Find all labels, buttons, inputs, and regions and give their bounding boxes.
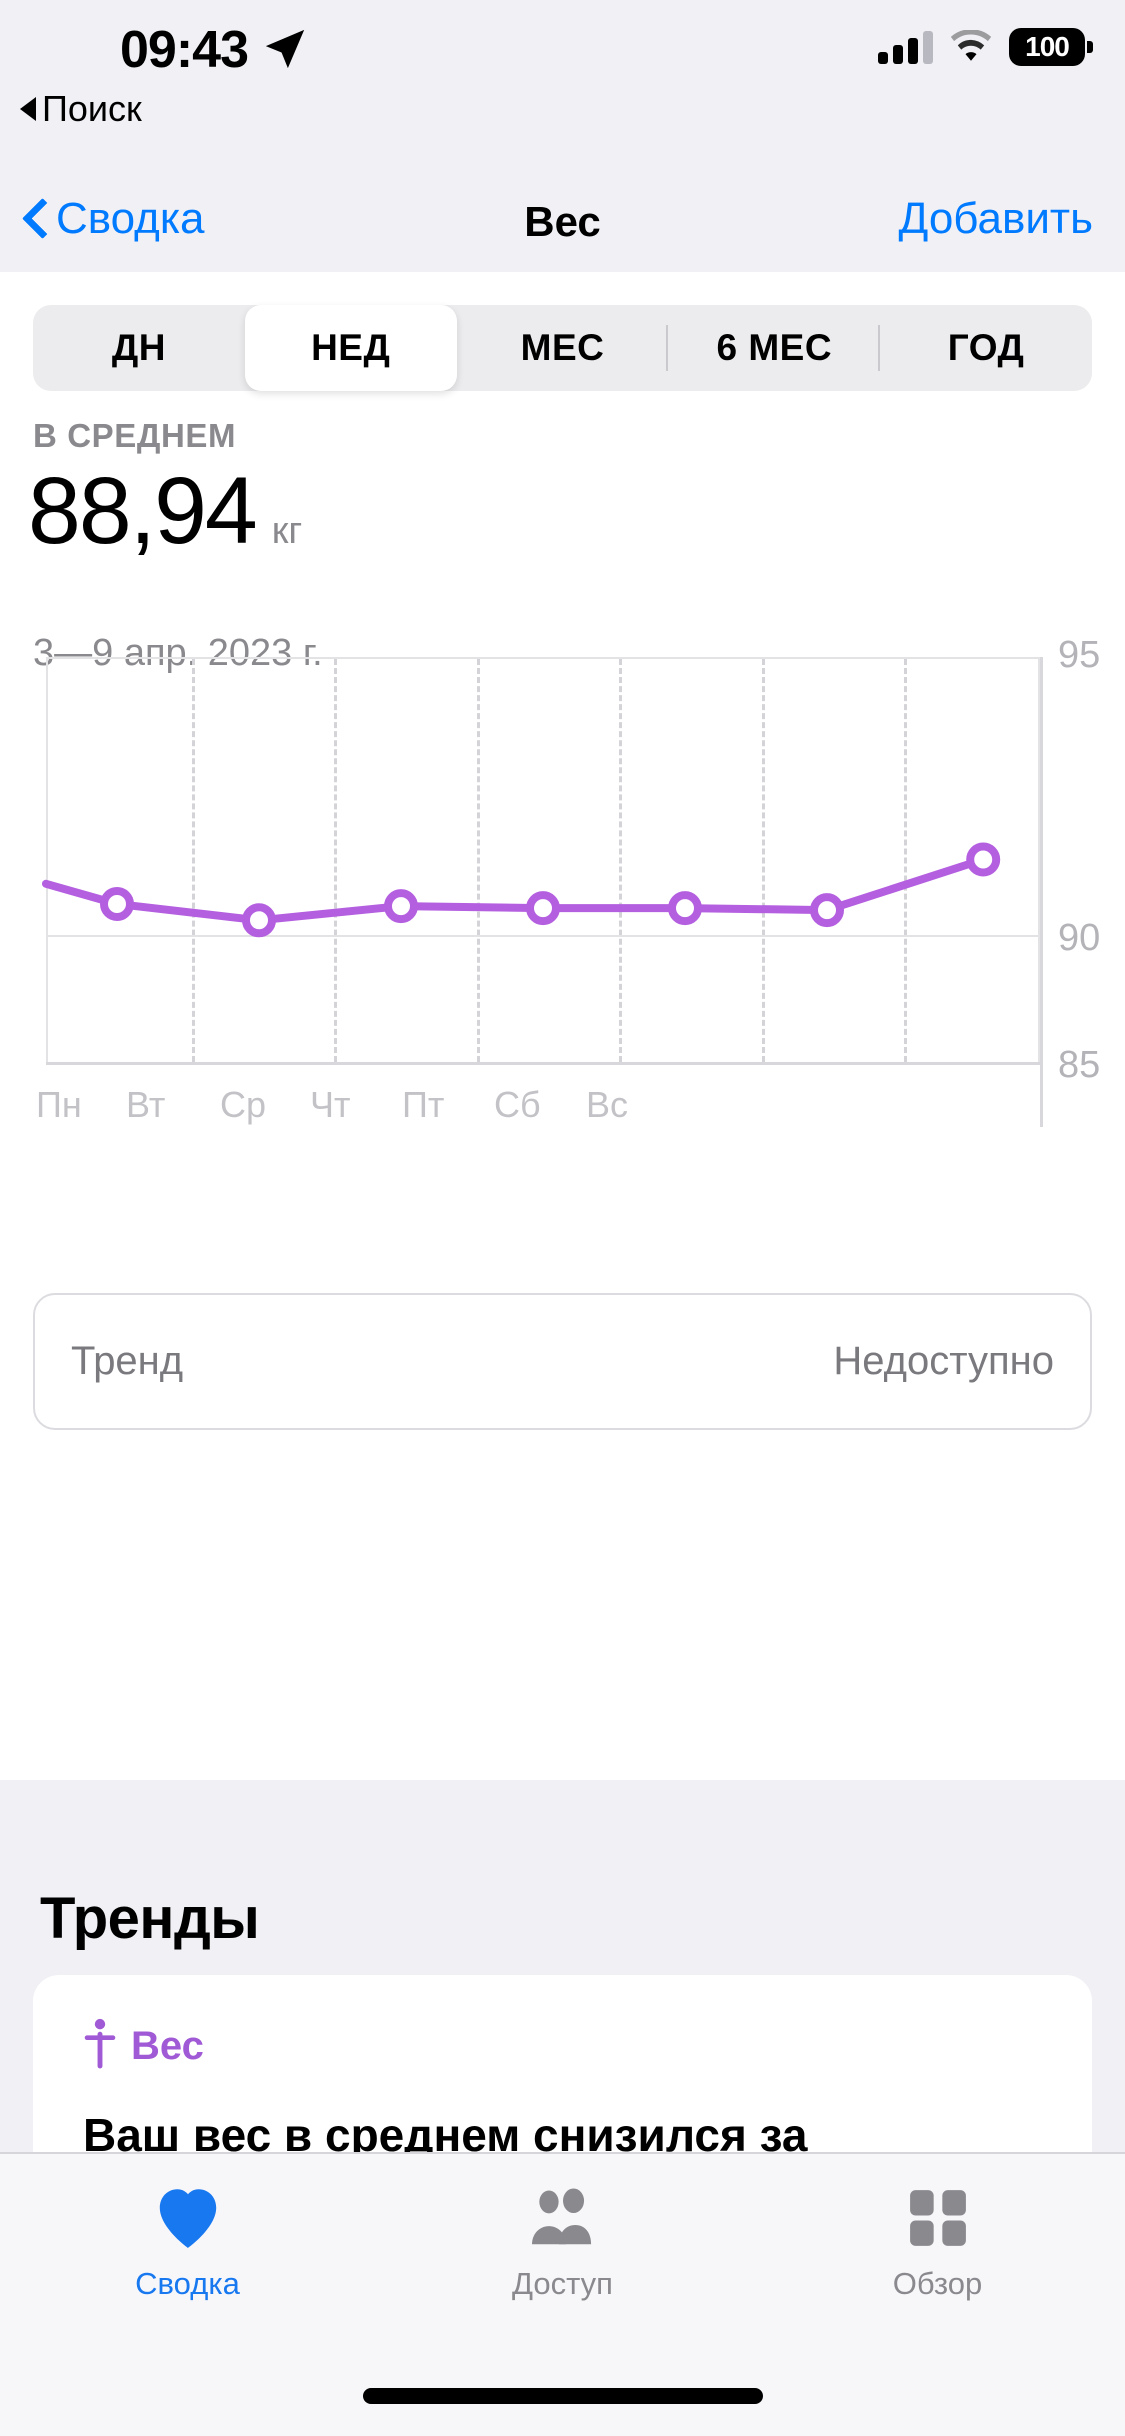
wifi-icon (949, 29, 993, 64)
navigation-bar: Сводка Вес Добавить (0, 180, 1125, 272)
tab-summary[interactable]: Сводка (0, 2154, 375, 2302)
status-bar: 09:43 Поиск 100 (0, 0, 1125, 180)
segment-divider (666, 325, 669, 371)
trend-row-card[interactable]: Тренд Недоступно (33, 1293, 1092, 1430)
average-value: 88,94 (28, 458, 258, 564)
chart-plot-area (46, 657, 1040, 1062)
ytick-90: 90 (1058, 917, 1101, 959)
date-range: 3—9 апр. 2023 г. (33, 632, 323, 674)
xtick-fri: Пт (402, 1084, 445, 1125)
xtick-sat: Сб (494, 1084, 541, 1125)
xtick-thu: Чт (310, 1084, 351, 1125)
xtick-sun: Вс (586, 1084, 629, 1125)
segment-month[interactable]: МЕС (457, 305, 669, 391)
status-time: 09:43 (120, 21, 249, 79)
battery-percent: 100 (1025, 31, 1070, 62)
segment-day[interactable]: ДН (33, 305, 245, 391)
trend-row-value: Недоступно (833, 1339, 1054, 1383)
chart-series (42, 842, 1001, 938)
segment-week-label: НЕД (311, 327, 391, 368)
status-back-to-app[interactable]: Поиск (20, 88, 142, 130)
xtick-mon: Пн (36, 1084, 82, 1125)
tab-sharing-label: Доступ (512, 2266, 613, 2301)
battery-indicator: 100 (1009, 28, 1093, 66)
trends-section: Тренды Вес Ваш вес в среднем снизился за… (0, 1780, 1125, 2235)
segment-6month[interactable]: 6 МЕС (668, 305, 881, 391)
tab-summary-label: Сводка (135, 2266, 240, 2301)
tab-browse[interactable]: Обзор (750, 2154, 1125, 2302)
axis-baseline (46, 1062, 1040, 1065)
gridline-h-90 (46, 935, 1040, 937)
grid-icon (907, 2184, 969, 2252)
body-figure-icon (83, 2018, 117, 2075)
average-label: В СРЕДНЕМ (33, 417, 237, 454)
status-back-label: Поиск (42, 88, 142, 129)
home-indicator (362, 2388, 763, 2404)
status-indicators: 100 (878, 28, 1093, 66)
segment-year[interactable]: ГОД (880, 305, 1092, 391)
people-icon (525, 2184, 601, 2252)
heart-icon (152, 2184, 224, 2252)
segment-month-label: МЕС (520, 327, 605, 368)
gridline-v (762, 659, 765, 1062)
trend-card-metric: Вес (131, 2024, 204, 2068)
tab-browse-label: Обзор (892, 2266, 983, 2301)
gridline-v (904, 659, 907, 1062)
cellular-signal-icon (878, 30, 933, 64)
average-value-row: 88,94 кг (28, 457, 302, 566)
weight-line-chart[interactable]: 95 90 85 Пн Вт Ср Чт Пт Сб Вс (0, 634, 1125, 1272)
trend-card-header: Вес (83, 2018, 204, 2075)
gridline-v (334, 659, 337, 1062)
add-button[interactable]: Добавить (898, 194, 1093, 243)
back-button-label: Сводка (56, 194, 205, 243)
axis-right (1040, 657, 1043, 1127)
section-title: Тренды (40, 1886, 260, 1951)
segment-6month-label: 6 МЕС (716, 327, 833, 368)
tab-sharing[interactable]: Доступ (375, 2154, 750, 2302)
ytick-95: 95 (1058, 634, 1101, 676)
xtick-tue: Вт (126, 1084, 166, 1125)
gridline-v (477, 659, 480, 1062)
range-segmented-control[interactable]: ДН НЕД МЕС 6 МЕС ГОД (33, 305, 1092, 391)
back-button[interactable]: Сводка (24, 194, 205, 244)
page-title: Вес (524, 198, 601, 245)
average-unit: кг (271, 510, 303, 552)
tab-bar: Сводка Доступ (0, 2152, 1125, 2436)
xtick-wed: Ср (220, 1084, 267, 1125)
segment-week[interactable]: НЕД (244, 305, 457, 391)
segment-day-label: ДН (111, 327, 166, 368)
trend-row-key: Тренд (71, 1339, 184, 1383)
segment-divider (878, 325, 881, 371)
back-triangle-icon (20, 97, 36, 121)
segment-year-label: ГОД (947, 327, 1025, 368)
ytick-85: 85 (1058, 1044, 1101, 1086)
gridline-v (619, 659, 622, 1062)
main-content: ДН НЕД МЕС 6 МЕС ГОД В СРЕДНЕМ 88,94 кг … (0, 272, 1125, 1780)
gridline-v (192, 659, 195, 1062)
